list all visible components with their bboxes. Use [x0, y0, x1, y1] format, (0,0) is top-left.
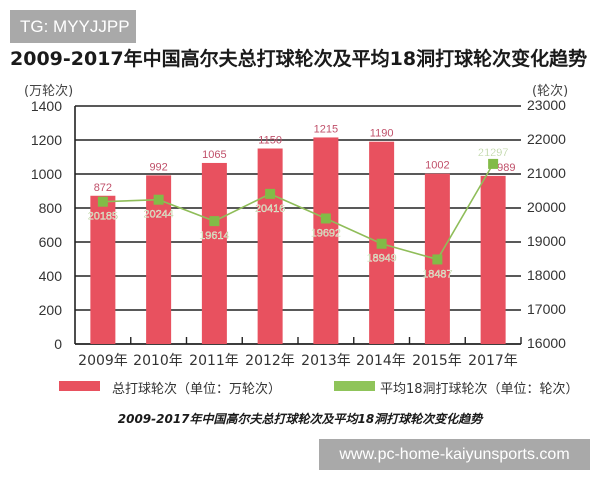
- line-value-label: 19692: [311, 227, 342, 239]
- watermark-top: TG: MYYJJPP: [10, 10, 136, 43]
- line-value-label: 18949: [366, 253, 397, 265]
- left-tick: 1000: [30, 166, 62, 182]
- bar-value-label: 1065: [202, 149, 226, 161]
- trend-line: [102, 163, 494, 261]
- left-tick: 600: [38, 234, 62, 250]
- line-marker: [153, 194, 164, 205]
- right-tick: 16000: [527, 335, 566, 351]
- left-tick: 200: [38, 302, 62, 318]
- left-tick: 1200: [30, 132, 62, 148]
- x-label: 2017年: [468, 353, 518, 369]
- x-label: 2011年: [189, 353, 239, 369]
- bar-value-label: 992: [149, 161, 167, 173]
- x-label: 2012年: [245, 353, 295, 369]
- x-label: 2015年: [412, 353, 462, 369]
- bar-value-label: 989: [497, 162, 515, 174]
- x-label: 2014年: [356, 353, 406, 369]
- legend-bar-label: 总打球轮次（单位：万轮次）: [112, 382, 282, 397]
- line-value-label: 20185: [88, 211, 119, 223]
- line-value-label: 19614: [199, 230, 230, 242]
- right-tick: 19000: [527, 233, 566, 249]
- line-value-label: 20244: [143, 209, 174, 221]
- x-label: 2009年: [78, 353, 128, 369]
- bar-value-label: 1150: [258, 135, 282, 147]
- bar: [201, 162, 227, 344]
- right-tick: 20000: [527, 199, 566, 215]
- line-marker: [97, 196, 108, 207]
- bar-value-label: 1190: [370, 128, 394, 140]
- line-value-label: 20416: [255, 203, 286, 215]
- bar-value-label: 1215: [314, 123, 338, 135]
- line-marker: [432, 254, 443, 265]
- right-tick: 18000: [527, 267, 566, 283]
- legend-line-swatch: [334, 381, 375, 391]
- line-marker: [376, 238, 387, 249]
- right-tick: 23000: [527, 97, 566, 113]
- line-marker: [488, 158, 499, 169]
- bar: [313, 137, 339, 344]
- bar: [90, 195, 116, 344]
- watermark-bottom: www.pc-home-kaiyunsports.com: [319, 439, 590, 470]
- x-label: 2010年: [133, 353, 183, 369]
- legend-bar-swatch: [59, 381, 100, 391]
- legend-line-label: 平均18洞打球轮次（单位：轮次）: [380, 382, 579, 397]
- left-tick: 1400: [30, 98, 62, 114]
- bar: [480, 175, 506, 344]
- line-marker: [265, 188, 276, 199]
- right-tick: 21000: [527, 165, 566, 181]
- chart-title: 2009-2017年中国高尔夫总打球轮次及平均18洞打球轮次变化趋势: [10, 48, 588, 70]
- chart-caption: 2009-2017年中国高尔夫总打球轮次及平均18洞打球轮次变化趋势: [117, 412, 483, 426]
- left-tick: 0: [54, 336, 62, 352]
- bar-value-label: 1002: [425, 160, 449, 172]
- right-axis-unit: (轮次): [532, 84, 569, 99]
- left-tick: 400: [38, 268, 62, 284]
- bar: [257, 148, 283, 344]
- x-label: 2013年: [301, 353, 351, 369]
- left-axis-unit: (万轮次): [24, 84, 74, 99]
- line-value-label: 21297: [478, 147, 509, 159]
- line-value-label: 18487: [422, 268, 453, 280]
- right-tick: 17000: [527, 301, 566, 317]
- right-tick: 22000: [527, 131, 566, 147]
- bar-value-label: 872: [94, 182, 112, 194]
- line-marker: [320, 213, 331, 224]
- line-marker: [209, 216, 220, 227]
- left-tick: 800: [38, 200, 62, 216]
